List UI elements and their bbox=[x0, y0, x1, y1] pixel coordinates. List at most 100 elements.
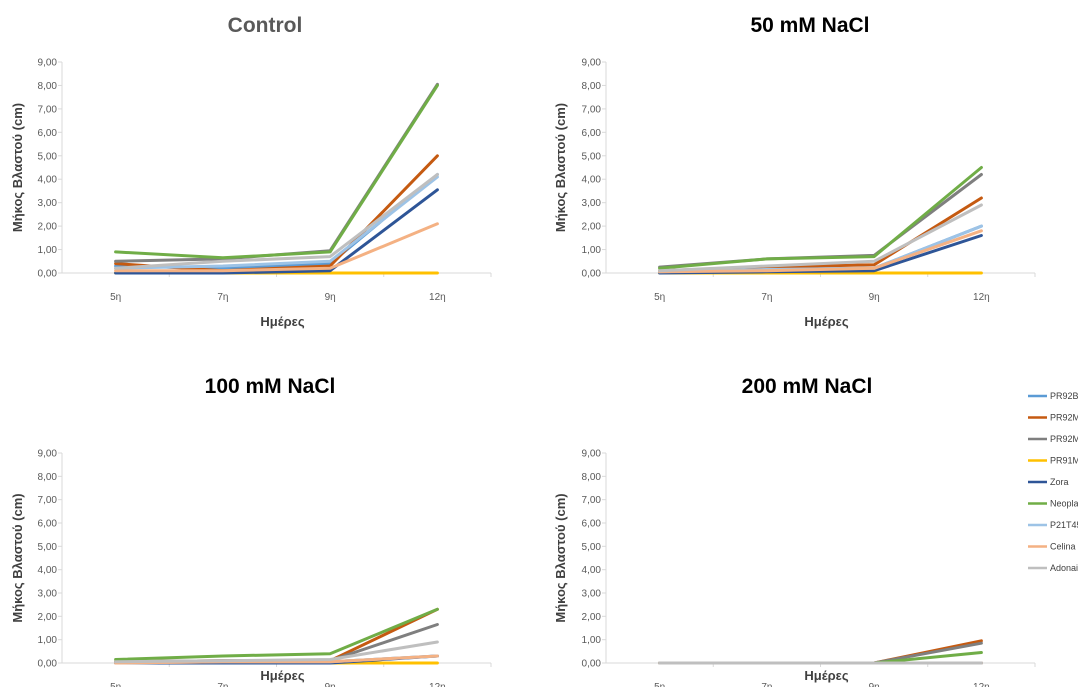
legend-item: Adonai bbox=[1028, 563, 1078, 573]
y-tick-label: 7,00 bbox=[582, 495, 602, 506]
y-tick-label: 5,00 bbox=[38, 542, 58, 553]
y-tick-label: 4,00 bbox=[38, 565, 58, 576]
y-tick-label: 8,00 bbox=[38, 81, 58, 92]
y-tick-label: 0,00 bbox=[38, 659, 58, 670]
chart-panel-0: Control 0,00 1,00 2,00 3,00 4,00 5,00 6,00 7,00 8… bbox=[10, 14, 492, 329]
y-tick-label: 9,00 bbox=[582, 58, 602, 69]
y-tick-label: 9,00 bbox=[38, 449, 58, 460]
legend: PR92B63 PR92M35 PR92M22 PR91M10 Zora Neoplant… bbox=[1028, 391, 1078, 573]
y-tick-label: 1,00 bbox=[582, 245, 602, 256]
legend-label: PR92B63 bbox=[1050, 391, 1078, 401]
y-tick-label: 0,00 bbox=[582, 659, 602, 670]
series-line-pr92m22 bbox=[658, 641, 983, 665]
series-line-zora bbox=[114, 188, 439, 275]
y-tick-label: 3,00 bbox=[38, 198, 58, 209]
series-line-neoplanta bbox=[658, 166, 983, 270]
x-tick-label: 12η bbox=[429, 682, 446, 687]
y-tick-label: 2,00 bbox=[38, 222, 58, 233]
series-line-adonai bbox=[114, 173, 439, 270]
legend-item: PR91M10 bbox=[1028, 456, 1078, 466]
legend-label: Celina bbox=[1050, 542, 1076, 552]
legend-item: P21T45 bbox=[1028, 520, 1078, 530]
y-tick-label: 0,00 bbox=[38, 269, 58, 280]
y-tick-label: 6,00 bbox=[582, 128, 602, 139]
y-tick-label: 8,00 bbox=[582, 81, 602, 92]
y-tick-label: 6,00 bbox=[582, 519, 602, 530]
y-axis-label: Μήκος Βλαστού (cm) bbox=[553, 103, 568, 232]
y-tick-label: 5,00 bbox=[582, 151, 602, 162]
x-tick-label: 5η bbox=[654, 292, 665, 303]
y-tick-label: 5,00 bbox=[38, 151, 58, 162]
legend-label: PR91M10 bbox=[1050, 456, 1078, 466]
x-axis-label: Ημέρες bbox=[260, 668, 304, 683]
x-tick-label: 7η bbox=[761, 292, 772, 303]
series-line-adonai bbox=[114, 640, 439, 664]
legend-label: PR92M35 bbox=[1050, 413, 1078, 423]
series-line-celina bbox=[658, 229, 983, 274]
y-tick-label: 3,00 bbox=[582, 198, 602, 209]
y-tick-label: 9,00 bbox=[38, 58, 58, 69]
y-tick-label: 3,00 bbox=[38, 589, 58, 600]
legend-label: Adonai bbox=[1050, 563, 1078, 573]
legend-label: Zora bbox=[1050, 477, 1069, 487]
legend-item: PR92M22 bbox=[1028, 434, 1078, 444]
y-tick-label: 7,00 bbox=[582, 104, 602, 115]
chart-panels: Control 0,00 1,00 2,00 3,00 4,00 5,00 6,00 7,00 8… bbox=[10, 14, 1036, 692]
y-tick-label: 2,00 bbox=[582, 612, 602, 623]
chart-title: 100 mM NaCl bbox=[205, 375, 336, 398]
chart-title: 50 mM NaCl bbox=[750, 14, 869, 37]
y-tick-label: 6,00 bbox=[38, 128, 58, 139]
x-tick-label: 7η bbox=[761, 682, 772, 687]
chart-panel-2: 100 mM NaCl 0,00 1,00 2,00 3,00 4,00 5,00 6,00 7… bbox=[10, 375, 492, 692]
chart-title: 200 mM NaCl bbox=[742, 375, 873, 398]
chart-title: Control bbox=[228, 14, 303, 37]
y-tick-label: 4,00 bbox=[38, 175, 58, 186]
series-line-neoplanta bbox=[114, 83, 439, 260]
x-axis-label: Ημέρες bbox=[804, 314, 848, 329]
series-line-neoplanta bbox=[114, 607, 439, 661]
x-tick-label: 12η bbox=[973, 292, 990, 303]
series-line-adonai bbox=[658, 203, 983, 273]
x-tick-label: 5η bbox=[110, 292, 121, 303]
y-tick-label: 4,00 bbox=[582, 565, 602, 576]
legend-item: Neoplanta bbox=[1028, 499, 1078, 509]
legend-label: Neoplanta bbox=[1050, 499, 1078, 509]
x-tick-label: 7η bbox=[217, 292, 228, 303]
y-tick-label: 7,00 bbox=[38, 495, 58, 506]
x-tick-label: 12η bbox=[429, 292, 446, 303]
x-axis-label: Ημέρες bbox=[804, 668, 848, 683]
x-tick-label: 9η bbox=[325, 682, 336, 687]
x-tick-label: 9η bbox=[869, 292, 880, 303]
x-tick-label: 9η bbox=[869, 682, 880, 687]
series-line-pr92m22 bbox=[114, 82, 439, 263]
legend-item: PR92M35 bbox=[1028, 413, 1078, 423]
x-tick-label: 5η bbox=[654, 682, 665, 687]
series-line-p21t45 bbox=[114, 175, 439, 270]
y-tick-label: 7,00 bbox=[38, 104, 58, 115]
legend-item: Zora bbox=[1028, 477, 1069, 487]
y-tick-label: 1,00 bbox=[38, 245, 58, 256]
y-tick-label: 6,00 bbox=[38, 519, 58, 530]
y-axis-label: Μήκος Βλαστού (cm) bbox=[10, 103, 25, 232]
legend-item: PR92B63 bbox=[1028, 391, 1078, 401]
y-axis-label: Μήκος Βλαστού (cm) bbox=[553, 493, 568, 622]
y-tick-label: 0,00 bbox=[582, 269, 602, 280]
x-tick-label: 7η bbox=[217, 682, 228, 687]
y-tick-label: 5,00 bbox=[582, 542, 602, 553]
y-tick-label: 8,00 bbox=[38, 472, 58, 483]
x-tick-label: 5η bbox=[110, 682, 121, 687]
series-line-pr92m22 bbox=[658, 173, 983, 269]
series-line-neoplanta bbox=[658, 651, 983, 665]
legend-label: PR92M22 bbox=[1050, 434, 1078, 444]
y-tick-label: 2,00 bbox=[38, 612, 58, 623]
series-line-celina bbox=[114, 222, 439, 273]
chart-panel-1: 50 mM NaCl 0,00 1,00 2,00 3,00 4,00 5,00 6,00 7,… bbox=[553, 14, 1036, 329]
y-axis-label: Μήκος Βλαστού (cm) bbox=[10, 493, 25, 622]
y-tick-label: 8,00 bbox=[582, 472, 602, 483]
x-tick-label: 9η bbox=[325, 292, 336, 303]
legend-item: Celina bbox=[1028, 542, 1076, 552]
y-tick-label: 4,00 bbox=[582, 175, 602, 186]
y-tick-label: 1,00 bbox=[582, 635, 602, 646]
